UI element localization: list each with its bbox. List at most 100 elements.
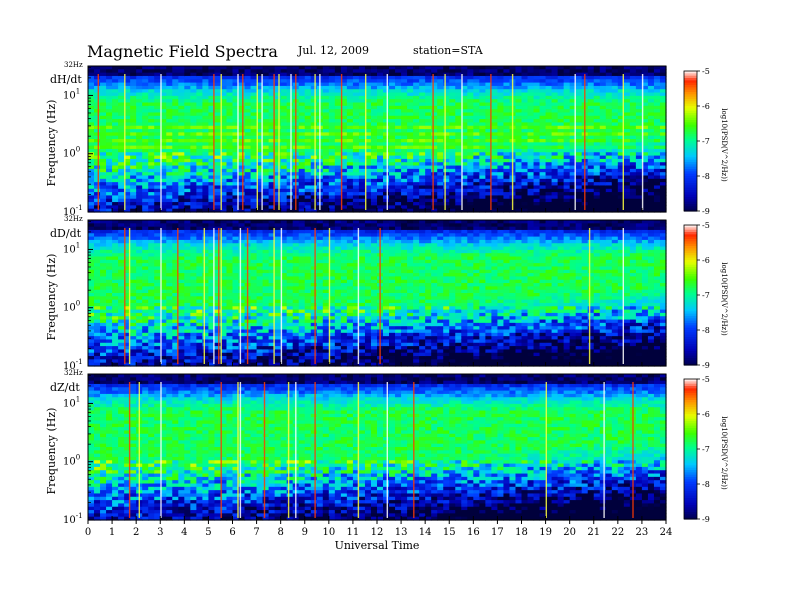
broadband-spike <box>221 382 222 518</box>
colorbar-tick-label: -7 <box>702 291 710 300</box>
y-tick-label: 101 <box>63 241 80 255</box>
broadband-spike <box>329 228 330 364</box>
broadband-spike <box>314 74 315 210</box>
colorbar <box>684 225 697 366</box>
broadband-spike <box>257 74 258 210</box>
panel-label: dH/dt <box>50 73 82 86</box>
x-tick-label: 20 <box>563 527 576 538</box>
x-tick-label: 6 <box>229 527 235 538</box>
broadband-spike <box>160 74 161 210</box>
broadband-spike <box>314 382 315 518</box>
broadband-spike <box>242 74 243 210</box>
colorbar-tick-label: -9 <box>702 515 710 524</box>
x-tick-label: 16 <box>467 527 480 538</box>
x-tick-label: 7 <box>253 527 259 538</box>
broadband-spike <box>218 228 219 364</box>
spectrogram-panel-3 <box>88 374 667 521</box>
x-tick-label: 24 <box>660 527 673 538</box>
broadband-spike <box>160 228 161 364</box>
x-tick-label: 8 <box>277 527 283 538</box>
broadband-spike <box>379 228 380 364</box>
x-tick-label: 12 <box>371 527 384 538</box>
colorbar <box>684 379 697 520</box>
y-axis-label: Frequency (Hz) <box>45 408 58 495</box>
x-tick-label: 15 <box>443 527 456 538</box>
broadband-spike <box>341 74 342 210</box>
colorbar-tick-label: -7 <box>702 137 710 146</box>
colorbar-tick-label: -6 <box>702 256 710 265</box>
broadband-spike <box>281 228 282 364</box>
colorbar-tick-label: -9 <box>702 361 710 370</box>
broadband-spike <box>124 74 125 210</box>
top-frequency-tick: 32Hz <box>64 61 83 69</box>
broadband-spike <box>490 74 491 210</box>
broadband-spike <box>623 74 624 210</box>
y-tick-label: 101 <box>63 395 80 409</box>
broadband-spike <box>124 228 125 364</box>
broadband-spike <box>273 228 274 364</box>
broadband-spike <box>314 228 315 364</box>
broadband-spike <box>413 382 414 518</box>
spectrogram-panel-2 <box>88 220 667 367</box>
broadband-spike <box>319 74 320 210</box>
x-tick-label: 2 <box>133 527 139 538</box>
broadband-spike <box>295 382 296 518</box>
x-tick-label: 17 <box>491 527 504 538</box>
top-frequency-tick: 32Hz <box>64 369 83 377</box>
broadband-spike <box>98 74 99 210</box>
colorbar-tick-label: -8 <box>702 172 710 181</box>
broadband-spike <box>240 228 241 364</box>
colorbar-tick-label: -6 <box>702 410 710 419</box>
broadband-spike <box>461 74 462 210</box>
x-tick-label: 11 <box>347 527 360 538</box>
broadband-spike <box>295 74 296 210</box>
broadband-spike <box>603 382 604 518</box>
broadband-spike <box>575 74 576 210</box>
broadband-spike <box>589 228 590 364</box>
broadband-spike <box>546 382 547 518</box>
x-tick-label: 9 <box>302 527 308 538</box>
x-tick-label: 5 <box>205 527 211 538</box>
broadband-spike <box>213 74 214 210</box>
broadband-spike <box>160 382 161 518</box>
y-tick-label: 100 <box>63 146 80 160</box>
broadband-spike <box>247 228 248 364</box>
colorbar-tick-label: -8 <box>702 326 710 335</box>
broadband-spike <box>139 382 140 518</box>
x-tick-label: 14 <box>419 527 432 538</box>
y-tick-label: 100 <box>63 300 80 314</box>
broadband-spike <box>632 382 633 518</box>
broadband-spike <box>584 74 585 210</box>
broadband-spike <box>213 228 214 364</box>
colorbar-tick-label: -5 <box>702 375 710 384</box>
y-axis-label: Frequency (Hz) <box>45 100 58 187</box>
broadband-spike <box>432 74 433 210</box>
broadband-spike <box>177 228 178 364</box>
x-tick-label: 13 <box>395 527 408 538</box>
broadband-spike <box>512 74 513 210</box>
x-tick-label: 23 <box>636 527 649 538</box>
broadband-spike <box>204 228 205 364</box>
top-frequency-tick: 32Hz <box>64 215 83 223</box>
colorbar-label: log10(PSD(V^2/Hz)) <box>720 108 728 182</box>
spectrogram-panel-1 <box>88 66 667 213</box>
x-tick-label: 4 <box>181 527 187 538</box>
x-tick-label: 10 <box>322 527 335 538</box>
x-tick-label: 18 <box>515 527 528 538</box>
broadband-spike <box>264 382 265 518</box>
y-axis-label: Frequency (Hz) <box>45 254 58 341</box>
colorbar-label: log10(PSD(V^2/Hz)) <box>720 416 728 490</box>
x-tick-label: 19 <box>539 527 552 538</box>
broadband-spike <box>365 74 366 210</box>
broadband-spike <box>278 74 279 210</box>
broadband-spike <box>221 228 222 364</box>
broadband-spike <box>623 228 624 364</box>
colorbar-tick-label: -6 <box>702 102 710 111</box>
broadband-spike <box>387 74 388 210</box>
x-tick-label: 0 <box>85 527 91 538</box>
broadband-spike <box>237 382 238 518</box>
broadband-spike <box>240 382 241 518</box>
y-tick-label: 101 <box>63 87 80 101</box>
broadband-spike <box>642 74 643 210</box>
